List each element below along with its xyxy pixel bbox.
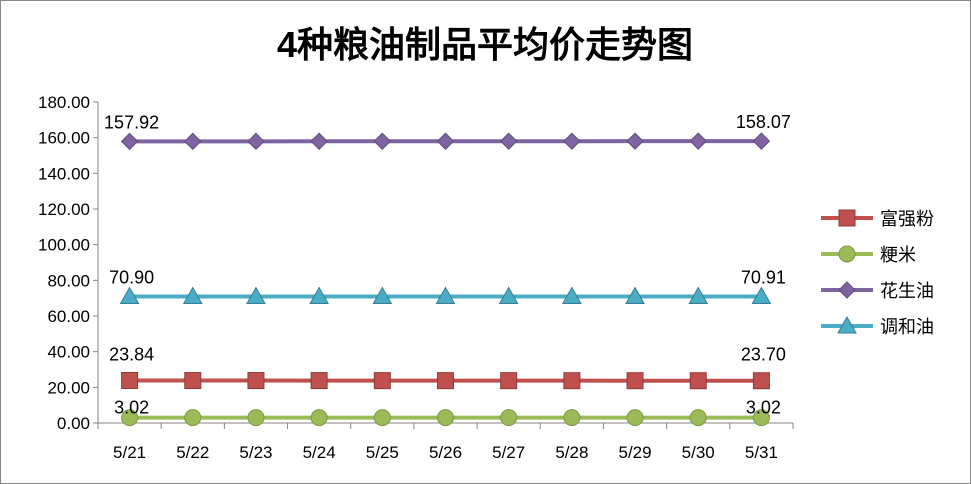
y-tick-label: 60.00	[47, 307, 90, 326]
data-point	[437, 372, 454, 390]
data-point	[247, 132, 265, 151]
data-point	[626, 409, 644, 427]
x-tick-label: 5/29	[618, 443, 651, 462]
data-point	[309, 286, 329, 305]
data-point	[689, 132, 707, 150]
data-point	[626, 132, 644, 150]
series-diamond	[120, 132, 771, 151]
y-tick-label: 80.00	[47, 271, 90, 290]
legend-marker	[838, 245, 856, 263]
data-point	[310, 132, 328, 150]
y-tick-label: 20.00	[47, 378, 90, 397]
legend-label: 粳米	[880, 245, 916, 265]
y-tick-label: 0.00	[57, 414, 90, 433]
data-point	[246, 286, 266, 305]
data-point	[626, 372, 644, 390]
data-label: 70.90	[109, 268, 154, 288]
data-point	[689, 372, 707, 390]
data-label: 23.70	[741, 345, 786, 365]
legend-label: 花生油	[880, 281, 934, 301]
x-tick-label: 5/24	[303, 443, 336, 462]
data-point	[500, 372, 518, 390]
y-tick-label: 40.00	[47, 343, 90, 362]
legend-marker	[837, 315, 857, 334]
series-layer	[119, 132, 772, 427]
legend-item: 富强粉	[821, 209, 934, 229]
legend-label: 富强粉	[880, 209, 934, 229]
chart-title: 4种粮油制品平均价走势图	[277, 24, 693, 65]
data-point	[499, 132, 518, 150]
data-point	[752, 409, 770, 427]
y-tick-label: 120.00	[38, 200, 90, 219]
legend-item: 花生油	[821, 281, 934, 301]
data-label: 158.07	[736, 112, 791, 132]
data-label: 157.92	[104, 112, 159, 132]
series-square	[121, 371, 770, 390]
data-point	[119, 286, 140, 305]
data-point	[120, 132, 139, 151]
data-point	[373, 409, 391, 427]
data-point	[751, 286, 772, 305]
data-point	[436, 132, 455, 150]
data-point	[498, 286, 519, 305]
data-labels: 23.84 23.70 3.02 3.02 157.92 158.07 70.90 70.91	[104, 112, 791, 418]
x-tick-label: 5/21	[113, 443, 146, 462]
data-point	[373, 132, 392, 150]
x-tick-label: 5/28	[555, 443, 588, 462]
data-point	[184, 132, 202, 151]
series-triangle	[119, 286, 772, 305]
data-point	[563, 409, 581, 427]
data-point	[625, 286, 645, 305]
data-point	[752, 132, 771, 150]
data-point	[435, 286, 456, 305]
data-point	[688, 286, 709, 305]
data-point	[563, 372, 581, 390]
data-label: 23.84	[109, 344, 154, 364]
data-point	[373, 372, 391, 390]
data-point	[562, 286, 582, 305]
legend-marker	[838, 281, 856, 299]
axes: 0.00 20.00 40.00 60.00 80.00 100.00 120.00 140.…	[38, 93, 794, 462]
y-tick-label: 140.00	[38, 164, 90, 183]
x-tick-label: 5/23	[239, 443, 272, 462]
x-tick-label: 5/30	[682, 443, 715, 462]
series-circle	[121, 409, 770, 427]
data-point	[121, 409, 139, 427]
data-label: 3.02	[114, 398, 149, 418]
data-point	[247, 372, 265, 390]
legend-item: 调和油	[821, 315, 934, 337]
data-point	[121, 371, 139, 389]
legend-label: 调和油	[880, 317, 934, 337]
data-point	[563, 132, 581, 150]
legend-marker	[838, 209, 856, 227]
x-tick-label: 5/22	[176, 443, 209, 462]
data-point	[184, 409, 202, 427]
data-point	[247, 409, 265, 427]
data-point	[310, 409, 328, 427]
y-tick-label: 180.00	[38, 93, 90, 112]
data-label: 70.91	[741, 268, 786, 288]
data-point	[500, 409, 518, 427]
data-point	[752, 372, 770, 390]
x-tick-label: 5/31	[745, 443, 778, 462]
data-point	[437, 409, 454, 427]
x-tick-label: 5/27	[492, 443, 525, 462]
data-point	[184, 372, 202, 390]
legend-item: 粳米	[821, 245, 916, 265]
data-label: 3.02	[746, 398, 781, 418]
x-tick-label: 5/25	[366, 443, 399, 462]
y-tick-label: 160.00	[38, 129, 90, 148]
x-tick-label: 5/26	[429, 443, 462, 462]
data-point	[372, 286, 393, 305]
data-point	[310, 372, 328, 390]
data-point	[182, 286, 203, 305]
data-point	[689, 409, 707, 427]
y-tick-label: 100.00	[38, 236, 90, 255]
